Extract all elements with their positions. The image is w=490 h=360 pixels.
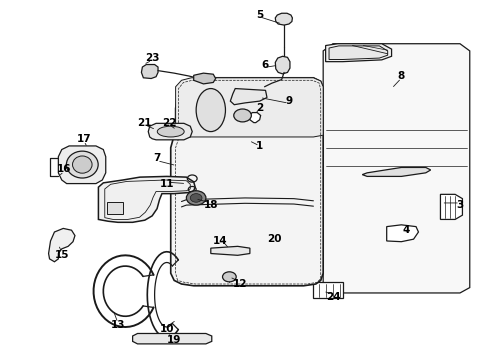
Polygon shape: [58, 146, 106, 184]
Text: 8: 8: [398, 71, 405, 81]
Polygon shape: [230, 89, 267, 105]
Text: 17: 17: [76, 134, 91, 144]
Text: 9: 9: [285, 96, 293, 106]
Polygon shape: [142, 64, 158, 78]
Polygon shape: [107, 202, 123, 214]
Polygon shape: [171, 78, 323, 286]
Polygon shape: [98, 176, 195, 222]
Text: 10: 10: [160, 324, 174, 334]
Text: 5: 5: [256, 10, 263, 20]
Ellipse shape: [157, 126, 184, 137]
Polygon shape: [362, 167, 431, 176]
Text: 1: 1: [256, 141, 263, 151]
Text: 2: 2: [256, 103, 263, 113]
Text: 6: 6: [261, 60, 268, 70]
Circle shape: [222, 272, 236, 282]
Text: 15: 15: [54, 250, 69, 260]
Text: 19: 19: [167, 334, 181, 345]
Polygon shape: [249, 113, 261, 123]
Polygon shape: [441, 194, 463, 220]
Polygon shape: [275, 56, 290, 74]
Ellipse shape: [67, 151, 98, 178]
Polygon shape: [194, 73, 216, 84]
Polygon shape: [49, 228, 75, 262]
Text: 11: 11: [160, 179, 174, 189]
Polygon shape: [275, 13, 293, 25]
Text: 4: 4: [403, 225, 410, 235]
Text: 14: 14: [213, 236, 228, 246]
Text: 21: 21: [138, 118, 152, 128]
Polygon shape: [326, 44, 392, 62]
Text: 13: 13: [111, 320, 125, 330]
Polygon shape: [314, 282, 343, 298]
Text: 7: 7: [153, 153, 161, 163]
Polygon shape: [329, 46, 388, 59]
Text: 12: 12: [233, 279, 247, 289]
Text: 24: 24: [326, 292, 340, 302]
Text: 23: 23: [145, 53, 159, 63]
Polygon shape: [148, 123, 192, 140]
Ellipse shape: [73, 156, 92, 173]
Text: 20: 20: [267, 234, 282, 244]
Circle shape: [186, 191, 206, 205]
Polygon shape: [175, 78, 323, 137]
Text: 22: 22: [162, 118, 176, 128]
Ellipse shape: [196, 89, 225, 132]
Polygon shape: [387, 225, 418, 242]
Circle shape: [190, 194, 202, 202]
Circle shape: [234, 109, 251, 122]
Polygon shape: [323, 44, 470, 293]
Polygon shape: [133, 333, 212, 344]
Text: 3: 3: [456, 200, 464, 210]
Text: 16: 16: [57, 164, 72, 174]
Text: 18: 18: [203, 200, 218, 210]
Polygon shape: [211, 246, 250, 255]
